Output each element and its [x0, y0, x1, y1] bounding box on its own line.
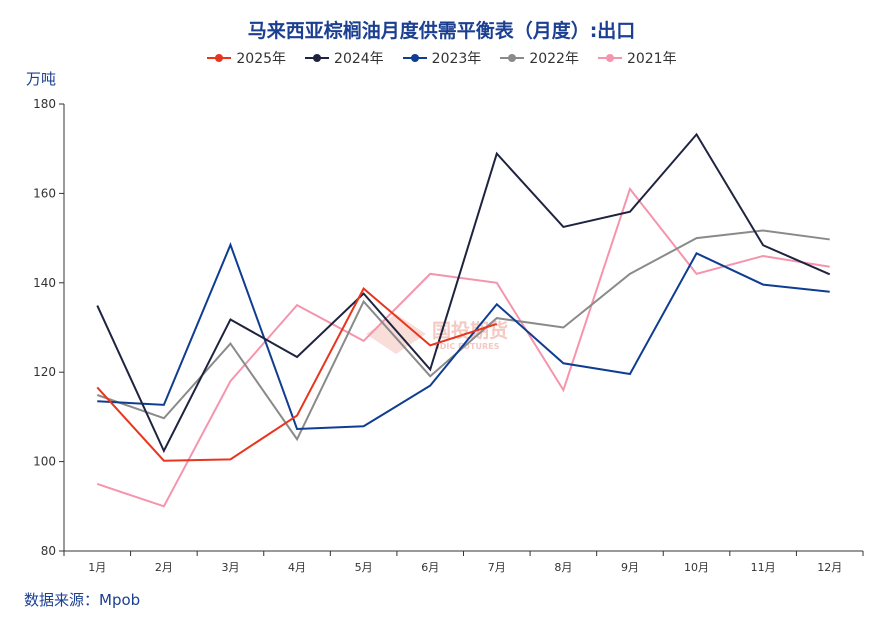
y-axis-unit: 万吨 [26, 70, 57, 88]
y-tick-label: 80 [41, 544, 56, 558]
legend-label-2022: 2022年 [529, 51, 579, 67]
legend-swatch-2023 [402, 54, 427, 62]
legend-item-2025: 2025年 [206, 48, 286, 68]
x-tick-label: 11月 [751, 561, 776, 574]
legend-item-2024: 2024年 [304, 48, 384, 68]
x-tick-label: 3月 [221, 561, 239, 574]
chart-title: 马来西亚棕榈油月度供需平衡表（月度）:出口 [247, 20, 636, 42]
legend-label-2025: 2025年 [236, 51, 287, 67]
series-line-2024 [96, 132, 831, 454]
legend-label-2023: 2023年 [431, 51, 482, 67]
x-tick-label: 12月 [817, 561, 842, 574]
legend-label-2024: 2024年 [334, 51, 384, 67]
x-tick-label: 8月 [554, 561, 572, 574]
x-tick-label: 1月 [88, 561, 106, 574]
y-tick-label: 140 [33, 276, 56, 290]
chart-legend: 2025年 2024年 2023年 2022年 2021年 [0, 48, 883, 68]
x-tick-label: 7月 [488, 561, 506, 574]
legend-item-2023: 2023年 [402, 48, 482, 68]
legend-swatch-2021 [597, 54, 622, 62]
x-tick-label: 10月 [684, 561, 709, 574]
legend-item-2021: 2021年 [597, 48, 677, 68]
legend-swatch-2022 [500, 54, 525, 62]
series-line-2023 [97, 242, 830, 430]
watermark-subtext: SDIC FUTURES [434, 342, 500, 351]
y-tick-label: 180 [33, 97, 56, 111]
legend-swatch-2024 [305, 54, 330, 62]
x-tick-label: 4月 [288, 561, 306, 574]
y-tick-label: 160 [33, 186, 56, 200]
legend-label-2021: 2021年 [626, 51, 677, 67]
legend-item-2022: 2022年 [499, 48, 579, 68]
legend-swatch-2025 [207, 54, 232, 62]
series-line-2022 [96, 229, 830, 442]
series-line-2021 [96, 186, 830, 508]
x-tick-label: 5月 [355, 561, 373, 574]
x-tick-label: 6月 [421, 561, 439, 574]
data-source: 数据来源：Mpob [24, 591, 141, 609]
y-tick-label: 100 [33, 455, 56, 469]
x-tick-label: 9月 [621, 561, 639, 574]
y-tick-label: 120 [33, 365, 56, 379]
x-tick-label: 2月 [155, 561, 173, 574]
